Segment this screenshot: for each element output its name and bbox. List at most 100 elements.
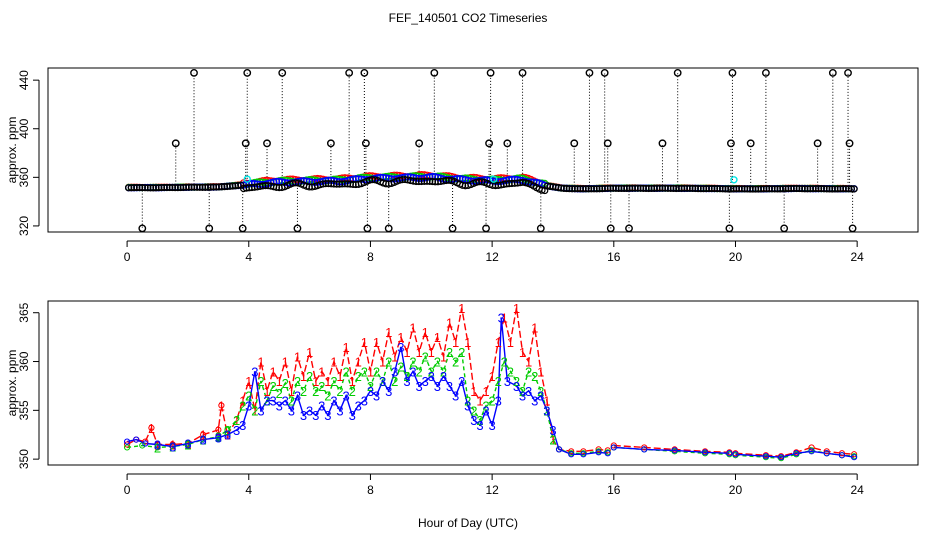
- spike-point: [600, 68, 609, 77]
- top-y-tick-label: 440: [17, 70, 31, 90]
- series-3-point: [808, 448, 815, 455]
- series-1-label: 1: [416, 345, 423, 360]
- series-1-label: 1: [361, 335, 368, 350]
- series-2-label: 2: [263, 394, 270, 409]
- series-3-label: 3: [470, 413, 477, 428]
- bottom-x-tick-label: 24: [850, 483, 864, 497]
- spike-point: [361, 139, 370, 148]
- series-3-label: 3: [385, 384, 392, 399]
- series-2-label: 2: [300, 384, 307, 399]
- bottom-x-tick-label: 0: [124, 483, 131, 497]
- series-3-label: 3: [537, 389, 544, 404]
- series-3-label: 3: [312, 408, 319, 423]
- series-2-label: 2: [470, 403, 477, 418]
- spike-point: [673, 68, 682, 77]
- series-3-label: 3: [233, 423, 240, 438]
- series-2-label: 2: [282, 376, 289, 391]
- bottom-x-tick-label: 20: [729, 483, 743, 497]
- series-2-label: 2: [349, 384, 356, 399]
- series-3-point: [580, 451, 587, 458]
- series-3-label: 3: [504, 374, 511, 389]
- series-3-point: [133, 436, 140, 443]
- spike-point: [238, 224, 247, 233]
- series-1-label: 1: [324, 374, 331, 389]
- series-2-label: 2: [434, 355, 441, 370]
- series-2-label: 2: [446, 345, 453, 360]
- series-2-label: 2: [391, 374, 398, 389]
- series-2-label: 2: [440, 364, 447, 379]
- series-1-label: 1: [458, 301, 465, 316]
- spike-point: [138, 224, 147, 233]
- spike-point: [448, 224, 457, 233]
- series-2-label: 2: [251, 403, 258, 418]
- series-2-label: 2: [525, 364, 532, 379]
- series-1-label: 1: [531, 320, 538, 335]
- series-1-label: 1: [276, 374, 283, 389]
- series-1-label: 1: [519, 345, 526, 360]
- chart-title: FEF_140501 CO2 Timeseries: [389, 11, 548, 25]
- series-1-label: 1: [330, 355, 337, 370]
- series-3-point: [200, 436, 207, 443]
- series-2-label: 2: [385, 355, 392, 370]
- series-3-label: 3: [342, 389, 349, 404]
- spike-point: [780, 224, 789, 233]
- series-3-point: [726, 450, 733, 457]
- series-3-point: [123, 438, 131, 445]
- series-3-label: 3: [379, 374, 386, 389]
- series-2-label: 2: [519, 384, 526, 399]
- series-3-label: 3: [300, 408, 307, 423]
- series-3-label: 3: [403, 374, 410, 389]
- series-3-label: 3: [489, 418, 496, 433]
- series-3-label: 3: [367, 384, 374, 399]
- top-x-tick-label: 4: [245, 250, 252, 264]
- series-2-point: [139, 442, 146, 449]
- series-3-label: 3: [416, 379, 423, 394]
- series-2-label: 2: [416, 364, 423, 379]
- series-1-point: [218, 402, 225, 409]
- series-3-label: 3: [200, 433, 207, 448]
- series-1-label: 1: [215, 423, 222, 438]
- series-2-label: 2: [373, 364, 380, 379]
- series-1-label: 1: [263, 384, 270, 399]
- spike-point: [327, 139, 335, 148]
- series-3-point: [595, 449, 602, 456]
- bottom-y-tick-label: 355: [17, 400, 31, 420]
- series-3-point: [823, 450, 830, 457]
- bottom-x-tick-label: 12: [485, 483, 499, 497]
- black-point: [847, 185, 855, 193]
- series-1-label: 1: [257, 355, 264, 370]
- series-3-point: [568, 451, 575, 458]
- series-3-point: [604, 450, 611, 457]
- top-y-tick-label: 320: [17, 216, 31, 236]
- series-1-label: 1: [385, 325, 392, 340]
- series-3-label: 3: [513, 379, 520, 394]
- top-x-tick-label: 8: [367, 250, 374, 264]
- series-3-label: 3: [531, 394, 538, 409]
- bottom-x-tick-label: 4: [245, 483, 252, 497]
- top-x-tick-label: 16: [607, 250, 621, 264]
- top-x-tick-label: 12: [485, 250, 499, 264]
- series-3-label: 3: [482, 403, 489, 418]
- series-3-label: 3: [215, 431, 222, 446]
- series-1-label: 1: [397, 330, 404, 345]
- spike-point: [243, 68, 252, 77]
- series-3-label: 3: [276, 398, 283, 413]
- top-panel: approx. ppm 0 4 8 12 16 20 24 320 360 400 440: [5, 67, 919, 264]
- series-3-label: 3: [543, 403, 550, 418]
- spike-point: [813, 139, 822, 148]
- series-2-label: 2: [507, 364, 514, 379]
- series-1-point: [580, 448, 587, 455]
- series-3-label: 3: [452, 389, 459, 404]
- series-3-point: [610, 444, 617, 451]
- series-2-label: 2: [318, 379, 325, 394]
- bottom-y-tick-label: 350: [17, 449, 31, 469]
- series-2-label: 2: [233, 413, 240, 428]
- bottom-y-axis-label: approx. ppm: [5, 350, 19, 417]
- series-1-label: 1: [224, 428, 231, 443]
- series-2-label: 2: [531, 369, 538, 384]
- bottom-y-tick-label: 360: [17, 351, 31, 371]
- bottom-marks: 11 1 11 11111111111111111111111111111111111…: [123, 301, 858, 462]
- series-1-point: [169, 441, 176, 448]
- series-3-label: 3: [549, 423, 556, 438]
